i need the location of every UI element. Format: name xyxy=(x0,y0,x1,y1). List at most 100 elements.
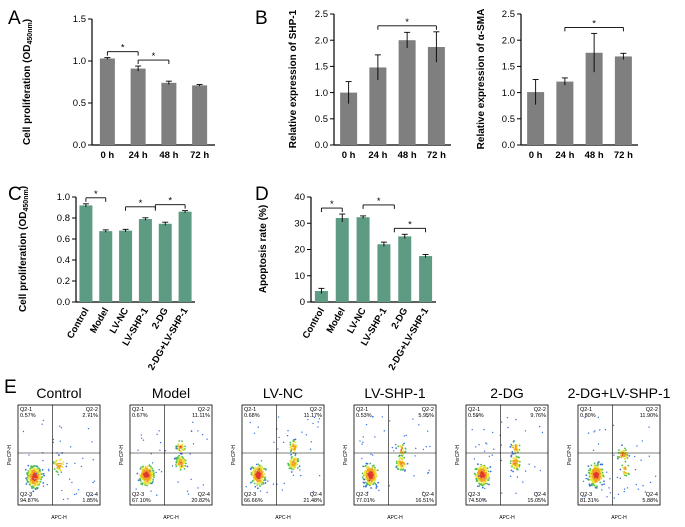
event-dot xyxy=(74,462,76,465)
event-dot xyxy=(52,438,55,441)
event-dot xyxy=(150,475,153,478)
event-dot xyxy=(318,418,321,420)
event-dot xyxy=(293,441,296,444)
event-dot xyxy=(299,474,302,477)
event-dot xyxy=(88,415,90,417)
event-dot xyxy=(257,426,259,428)
event-dot xyxy=(391,446,394,449)
event-dot xyxy=(518,464,521,467)
event-dot xyxy=(140,434,143,436)
event-dot xyxy=(403,456,406,459)
event-dot xyxy=(39,476,41,479)
quadrant-label: Q2-1 0.67% xyxy=(132,407,148,419)
event-dot xyxy=(277,448,279,450)
event-dot xyxy=(487,475,490,477)
event-dot xyxy=(483,467,486,470)
event-dot xyxy=(594,474,597,477)
event-dot xyxy=(600,473,603,476)
event-dot xyxy=(312,422,314,425)
event-dot xyxy=(587,469,590,472)
quadrant-label: Q2-3 77.01% xyxy=(356,492,375,504)
event-dot xyxy=(369,477,372,480)
event-dot xyxy=(26,476,29,479)
event-dot xyxy=(372,474,374,477)
bar xyxy=(427,47,445,145)
event-dot xyxy=(149,464,151,467)
event-dot xyxy=(177,443,180,445)
quadrant-label-line: Q2-3 xyxy=(244,492,256,498)
event-dot xyxy=(584,416,586,419)
event-dot xyxy=(183,465,185,468)
event-dot xyxy=(515,456,518,459)
event-dot xyxy=(182,457,185,459)
quadrant-label-line: Q2-2 xyxy=(198,407,210,413)
x-axis-caption: APC-H xyxy=(611,515,627,521)
event-dot xyxy=(515,455,518,458)
x-tick-label: Model xyxy=(325,306,348,335)
event-dot xyxy=(372,483,375,486)
event-dot xyxy=(403,435,405,437)
event-dot xyxy=(252,469,255,472)
event-dot xyxy=(413,475,415,477)
event-dot xyxy=(619,468,622,471)
quadrant-label-line: 74.50% xyxy=(468,498,487,504)
event-dot xyxy=(164,449,167,452)
event-dot xyxy=(395,447,398,450)
event-dot xyxy=(592,449,595,452)
event-dot xyxy=(34,471,37,474)
event-dot xyxy=(25,477,28,480)
y-tick-label: 0.0 xyxy=(315,140,328,151)
event-dot xyxy=(257,463,260,466)
event-dot xyxy=(399,465,402,468)
event-dot xyxy=(159,449,161,451)
x-tick-label: 24 h xyxy=(129,150,148,161)
event-dot xyxy=(516,476,519,478)
event-dot xyxy=(600,469,603,472)
event-dot xyxy=(400,457,403,460)
event-dot xyxy=(364,477,367,480)
event-dot xyxy=(635,483,638,486)
event-dot xyxy=(429,445,431,448)
event-dot xyxy=(141,468,144,471)
event-dot xyxy=(25,483,28,485)
event-dot xyxy=(70,446,72,448)
event-dot xyxy=(425,445,428,448)
event-dot xyxy=(141,475,143,478)
event-dot xyxy=(510,469,513,472)
x-tick-label: 72 h xyxy=(190,150,209,161)
event-dot xyxy=(604,429,607,431)
event-dot xyxy=(370,453,372,456)
event-dot xyxy=(362,477,365,480)
event-dot xyxy=(30,481,32,484)
event-dot xyxy=(595,485,598,488)
quadrant-label-line: Q2-4 xyxy=(422,492,434,498)
event-dot xyxy=(480,474,483,476)
event-dot xyxy=(22,430,25,433)
event-dot xyxy=(596,473,599,475)
panel-letter-c: C xyxy=(8,184,22,205)
event-dot xyxy=(404,447,407,450)
event-dot xyxy=(587,432,590,434)
event-dot xyxy=(363,478,366,481)
event-dot xyxy=(59,469,62,472)
event-dot xyxy=(257,465,259,468)
event-dot xyxy=(36,475,38,478)
event-dot xyxy=(261,478,264,481)
event-dot xyxy=(264,479,267,482)
event-dot xyxy=(36,470,39,473)
x-tick-label: 48 h xyxy=(159,150,178,161)
event-dot xyxy=(480,483,483,486)
event-dot xyxy=(313,416,316,419)
event-dot xyxy=(151,462,154,464)
event-dot xyxy=(35,487,38,489)
event-dot xyxy=(394,443,397,446)
event-dot xyxy=(307,418,309,421)
event-dot xyxy=(66,462,68,465)
event-dot xyxy=(488,477,491,479)
event-dot xyxy=(585,474,588,477)
flow-title: Control xyxy=(36,385,81,401)
event-dot xyxy=(594,467,597,470)
event-dot xyxy=(613,454,615,456)
event-dot xyxy=(372,478,374,481)
event-dot xyxy=(24,468,27,471)
